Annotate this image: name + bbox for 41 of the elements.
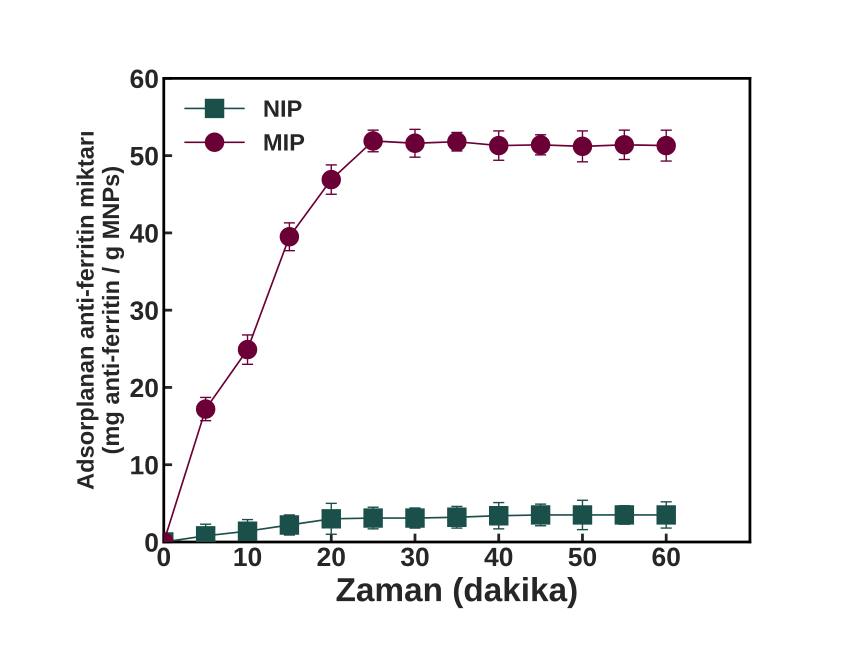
point [238, 340, 258, 360]
x-tick-label: 10 [234, 548, 262, 566]
x-tick-label: 60 [652, 548, 680, 566]
point [280, 515, 300, 535]
point [405, 134, 425, 153]
y-axis-title: Adsorplanan anti-ferritin miktarı (mg anti-ferritin / g MNPs) [76, 132, 124, 490]
legend-label: MIP [264, 134, 304, 151]
y-tick-label: 0 [145, 533, 158, 552]
point [614, 505, 634, 525]
point [405, 508, 425, 528]
point [196, 399, 216, 419]
point [238, 521, 258, 541]
point [614, 135, 634, 155]
legend-label: NIP [264, 100, 302, 117]
point [530, 505, 550, 525]
point [322, 509, 341, 529]
y-tick-label: 60 [130, 69, 158, 88]
x-tick-label: 20 [317, 548, 345, 566]
x-tick-label: 50 [568, 548, 596, 566]
y-tick-label: 30 [130, 301, 158, 320]
point [447, 132, 467, 152]
point [572, 505, 592, 525]
point [656, 505, 676, 525]
y-tick-label: 20 [130, 378, 158, 398]
x-tick-label: 0 [157, 548, 170, 566]
y-tick-label: 50 [130, 146, 158, 166]
x-tick-label: 30 [400, 548, 429, 566]
y-tick-label: 40 [130, 224, 158, 243]
point [280, 227, 300, 246]
point [363, 131, 383, 151]
point [322, 170, 341, 190]
point [656, 136, 676, 156]
point [572, 136, 592, 156]
point [447, 508, 467, 527]
x-tick-label: 40 [484, 548, 512, 566]
point [489, 506, 508, 526]
point [363, 508, 383, 528]
y-tick-label: 10 [131, 456, 158, 475]
point [530, 135, 550, 155]
x-axis-title: Zaman (dakika) [336, 577, 577, 608]
point [489, 136, 508, 156]
